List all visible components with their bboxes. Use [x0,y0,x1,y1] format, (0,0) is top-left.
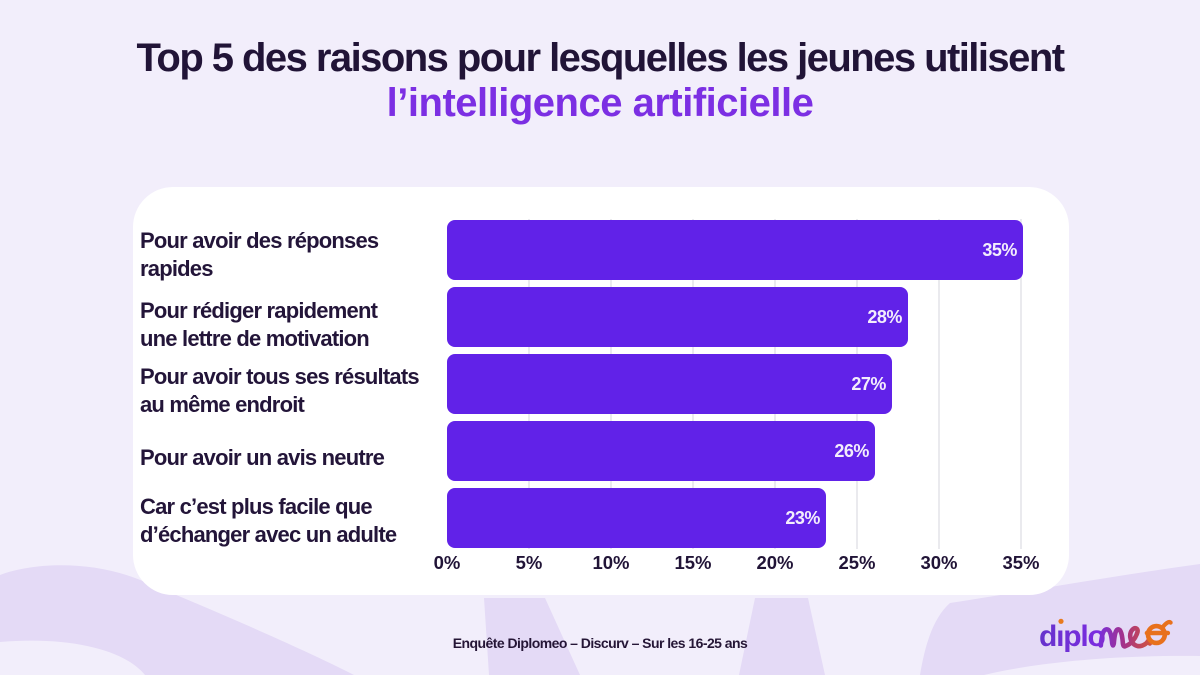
svg-text:dıplo: dıplo [1039,620,1106,653]
